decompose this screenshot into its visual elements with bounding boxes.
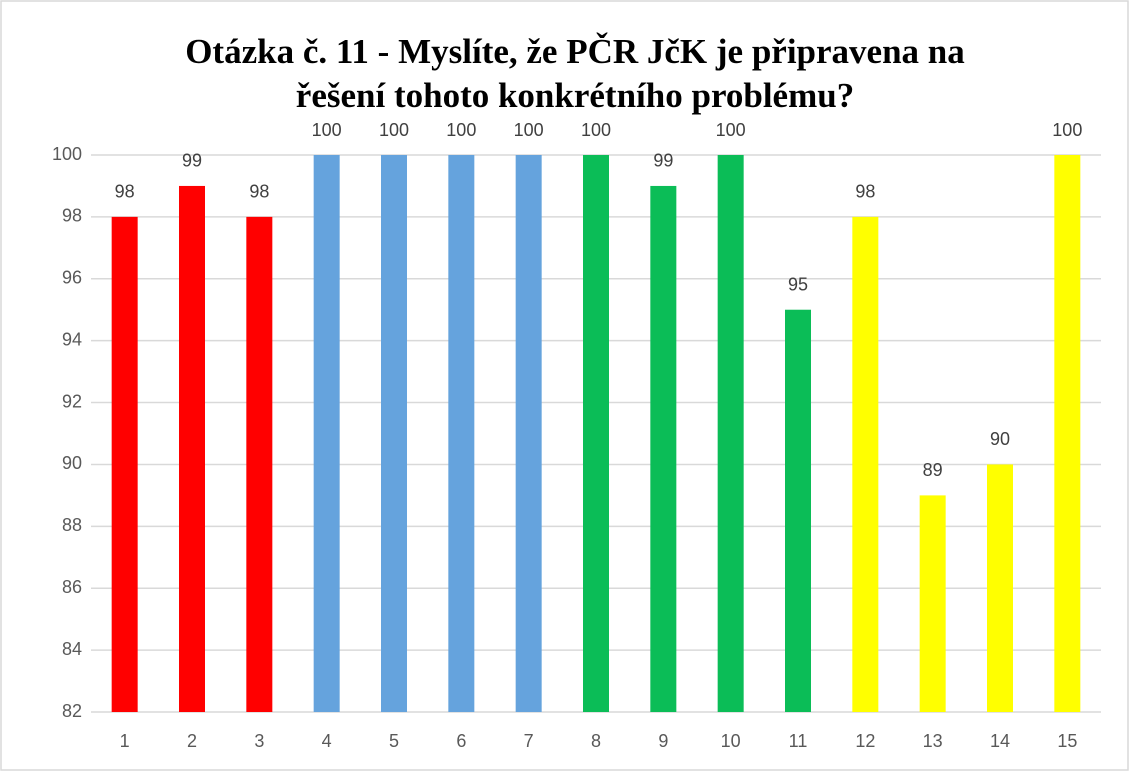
- bar: [987, 464, 1013, 712]
- x-tick-label: 13: [923, 731, 943, 751]
- x-tick-label: 6: [456, 731, 466, 751]
- data-label: 100: [581, 120, 611, 140]
- data-label: 90: [990, 429, 1010, 449]
- x-tick-label: 10: [721, 731, 741, 751]
- data-label: 98: [855, 182, 875, 202]
- bar: [246, 216, 273, 712]
- data-label: 98: [115, 182, 135, 202]
- x-tick-label: 14: [990, 731, 1010, 751]
- bar: [919, 495, 946, 712]
- bar: [448, 155, 475, 712]
- bar: [785, 309, 811, 712]
- bar: [515, 155, 542, 712]
- data-label: 100: [379, 120, 409, 140]
- data-label: 100: [716, 120, 746, 140]
- data-label: 100: [446, 120, 476, 140]
- x-tick-label: 8: [591, 731, 601, 751]
- y-tick-label: 92: [62, 391, 82, 411]
- bar: [852, 216, 879, 712]
- data-label: 98: [249, 182, 269, 202]
- bar: [717, 155, 744, 712]
- y-tick-label: 88: [62, 515, 82, 535]
- bar: [381, 155, 407, 712]
- bar: [313, 155, 340, 712]
- x-tick-label: 15: [1057, 731, 1077, 751]
- data-label: 95: [788, 274, 808, 294]
- data-label: 99: [182, 151, 202, 171]
- x-tick-label: 1: [120, 731, 130, 751]
- x-tick-label: 5: [389, 731, 399, 751]
- bar: [179, 185, 205, 712]
- x-tick-label: 11: [789, 731, 808, 751]
- bar: [111, 216, 138, 712]
- chart-title: Otázka č. 11 - Myslíte, že PČR JčK je př…: [185, 31, 965, 71]
- chart-title: řešení tohoto konkrétního problému?: [296, 76, 854, 115]
- x-tick-label: 12: [855, 731, 875, 751]
- y-tick-label: 82: [62, 701, 82, 721]
- y-tick-label: 100: [52, 144, 82, 164]
- y-tick-label: 96: [62, 268, 82, 288]
- data-label: 100: [312, 120, 342, 140]
- x-tick-label: 4: [322, 731, 332, 751]
- x-tick-label: 3: [254, 731, 264, 751]
- x-tick-label: 7: [524, 731, 534, 751]
- y-tick-label: 90: [62, 453, 82, 473]
- bar: [583, 155, 609, 712]
- bar: [1054, 155, 1081, 712]
- data-label: 100: [514, 120, 544, 140]
- y-tick-label: 98: [62, 206, 82, 226]
- x-tick-label: 2: [187, 731, 197, 751]
- x-tick-label: 9: [658, 731, 668, 751]
- bar: [650, 185, 677, 712]
- y-tick-label: 86: [62, 577, 82, 597]
- data-label: 100: [1052, 120, 1082, 140]
- y-tick-label: 94: [62, 329, 82, 349]
- data-label: 99: [653, 151, 673, 171]
- data-label: 89: [923, 460, 943, 480]
- y-tick-label: 84: [62, 639, 82, 659]
